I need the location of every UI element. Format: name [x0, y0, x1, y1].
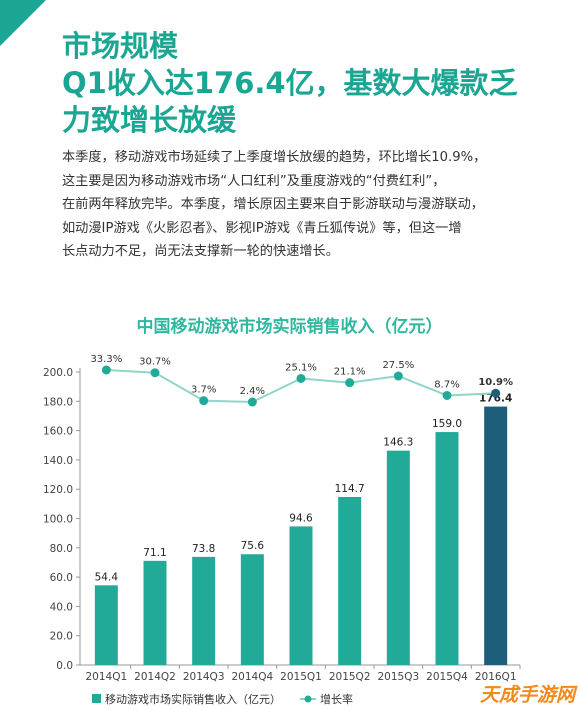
growth-rate-point [199, 396, 209, 406]
bar-value-label: 71.1 [143, 547, 166, 559]
heading-line: 力致增长放缓 [62, 103, 237, 137]
bar-value-label: 176.4 [479, 393, 512, 405]
bar [435, 432, 459, 665]
bar [94, 585, 118, 665]
x-tick-label: 2015Q1 [280, 671, 322, 683]
chart-title: 中国移动游戏市场实际销售收入（亿元） [136, 317, 443, 337]
growth-rate-point [345, 378, 355, 388]
bar [192, 556, 216, 665]
y-tick-label: 180.0 [43, 396, 73, 408]
y-tick-label: 160.0 [43, 426, 73, 438]
growth-rate-label: 25.1% [285, 362, 317, 373]
x-tick-label: 2015Q3 [377, 671, 419, 683]
growth-rate-label: 21.1% [334, 367, 366, 378]
legend-swatch-revenue [92, 694, 101, 703]
bar-value-label: 114.7 [335, 483, 365, 495]
bar [386, 450, 410, 665]
growth-rate-label: 8.7% [434, 379, 459, 390]
bar [143, 560, 167, 665]
x-tick-label: 2016Q1 [475, 671, 517, 683]
heading-line: 市场规模 [62, 29, 179, 63]
paragraph-line: 长点动力不足，尚无法支撑新一轮的快速增长。 [62, 244, 339, 259]
growth-rate-point [101, 365, 111, 375]
growth-rate-label: 2.4% [240, 386, 265, 397]
growth-rate-label: 27.5% [382, 360, 414, 371]
y-tick-label: 0.0 [56, 660, 73, 672]
y-tick-label: 80.0 [50, 543, 73, 555]
bar-value-label: 159.0 [432, 418, 462, 430]
paragraph-line: 这主要是因为移动游戏市场“人口红利”及重度游戏的“付费红利”， [62, 173, 446, 189]
growth-rate-label: 33.3% [90, 354, 122, 365]
body-paragraph: 本季度，移动游戏市场延续了上季度增长放缓的趋势，环比增长10.9%， 这主要是因… [62, 146, 562, 264]
growth-rate-point [491, 388, 501, 398]
y-tick-label: 20.0 [50, 631, 73, 643]
x-tick-label: 2015Q4 [426, 671, 468, 683]
bar-value-label: 146.3 [383, 437, 413, 449]
y-tick-label: 200.0 [43, 367, 73, 379]
x-tick-label: 2014Q1 [85, 671, 127, 683]
growth-rate-point [393, 371, 403, 381]
bar-value-label: 94.6 [289, 512, 313, 524]
bar-value-label: 73.8 [192, 543, 215, 555]
corner-decoration [0, 0, 46, 46]
x-tick-label: 2014Q3 [183, 671, 225, 683]
legend-label-growth: 增长率 [320, 692, 353, 706]
growth-rate-label: 30.7% [139, 357, 171, 368]
growth-rate-point [247, 397, 257, 407]
legend-label-revenue: 移动游戏市场实际销售收入（亿元） [105, 692, 281, 706]
bar [484, 406, 508, 665]
x-tick-label: 2014Q4 [231, 671, 273, 683]
bar [289, 526, 313, 665]
y-tick-label: 60.0 [50, 572, 73, 584]
bar [240, 554, 264, 665]
watermark-logo: 天成手游网 [479, 684, 575, 706]
growth-rate-point [442, 390, 452, 400]
y-tick-label: 40.0 [50, 601, 73, 613]
x-tick-label: 2015Q2 [329, 671, 371, 683]
bar-value-label: 54.4 [95, 571, 119, 583]
paragraph-line: 本季度，移动游戏市场延续了上季度增长放缓的趋势，环比增长10.9%， [62, 150, 487, 165]
bar [338, 496, 362, 665]
paragraph-line: 如动漫IP游戏《火影忍者》、影视IP游戏《青丘狐传说》等，但这一增 [62, 220, 462, 236]
heading-line: Q1收入达176.4亿，基数大爆款乏 [62, 66, 518, 100]
x-tick-label: 2014Q2 [134, 671, 176, 683]
legend-dot-growth [304, 695, 312, 703]
bar-value-label: 75.6 [241, 540, 265, 552]
growth-rate-label: 10.9% [478, 377, 513, 388]
growth-rate-point [150, 368, 160, 378]
growth-rate-label: 3.7% [191, 385, 216, 396]
growth-rate-point [296, 373, 306, 383]
paragraph-line: 在前两年释放完毕。本季度，增长原因主要来自于影游联动与漫游联动， [62, 197, 484, 212]
page-heading: 市场规模 Q1收入达176.4亿，基数大爆款乏 力致增长放缓 [62, 28, 518, 139]
y-tick-label: 100.0 [43, 514, 73, 526]
y-tick-label: 120.0 [43, 484, 73, 496]
y-tick-label: 140.0 [43, 455, 73, 467]
